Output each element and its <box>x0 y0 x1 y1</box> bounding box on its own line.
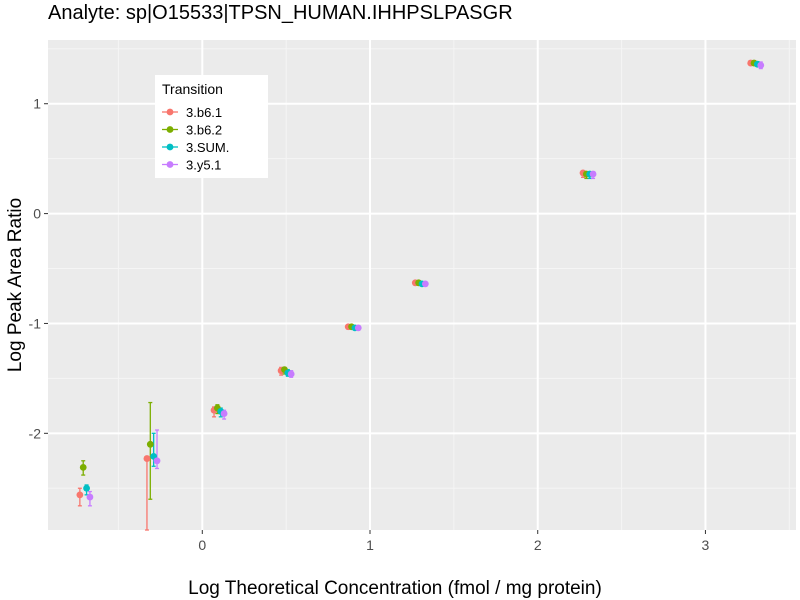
x-axis-title: Log Theoretical Concentration (fmol / mg… <box>188 578 602 599</box>
x-tick-label: 0 <box>198 537 206 553</box>
legend-box <box>155 75 268 178</box>
data-point <box>220 410 228 417</box>
tick-labels: 0 1 2 3 -2 -1 0 1 <box>29 96 710 553</box>
axis-ticks <box>44 103 706 534</box>
data-point <box>757 61 765 69</box>
y-axis-title: Log Peak Area Ratio <box>5 198 26 372</box>
legend-items: 3.b6.1 3.b6.2 3.SUM. 3.y5.1 <box>162 105 229 173</box>
legend-label: 3.b6.2 <box>186 123 222 138</box>
y-tick-label: -2 <box>29 425 42 441</box>
data-point <box>287 370 295 378</box>
legend-key-point <box>166 108 174 116</box>
data-point <box>79 463 87 471</box>
legend: Transition 3.b6.1 3.b6.2 3.SUM. 3.y5.1 <box>155 75 268 178</box>
legend-label: 3.SUM. <box>186 140 229 155</box>
data-point <box>146 440 154 448</box>
x-tick-label: 3 <box>702 537 710 553</box>
y-tick-label: 1 <box>33 96 41 112</box>
data-point <box>143 455 151 462</box>
legend-label: 3.b6.1 <box>186 105 222 120</box>
data-point <box>354 324 362 332</box>
chart-title: Analyte: sp|O15533|TPSN_HUMAN.IHHPSLPASG… <box>48 2 513 24</box>
data-point <box>421 280 429 288</box>
data-point <box>76 491 84 499</box>
legend-key-point <box>166 161 174 168</box>
legend-title: Transition <box>162 81 223 97</box>
legend-key-point <box>166 143 174 151</box>
data-point <box>589 170 597 178</box>
data-point <box>86 493 94 501</box>
data-point <box>153 457 161 465</box>
x-tick-label: 1 <box>366 537 374 553</box>
data-point <box>83 484 90 492</box>
y-tick-label: 0 <box>33 206 41 222</box>
x-tick-label: 2 <box>534 537 542 553</box>
data-points <box>76 59 765 501</box>
legend-key-point <box>166 126 174 133</box>
y-tick-label: -1 <box>29 315 42 331</box>
legend-label: 3.y5.1 <box>186 158 221 173</box>
